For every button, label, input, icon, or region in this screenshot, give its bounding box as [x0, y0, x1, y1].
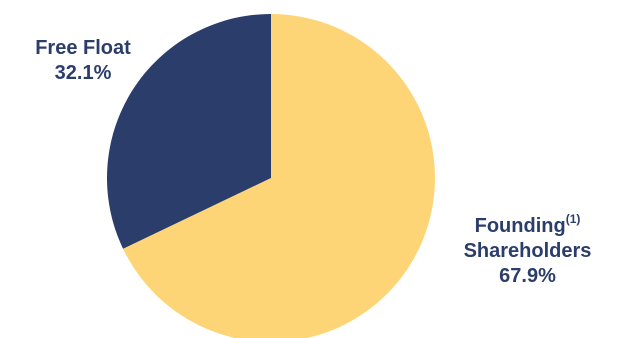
pie-slice-free-float — [106, 14, 272, 249]
label-founding-name-line2: Shareholders — [463, 240, 592, 262]
label-free-float: Free Float 32.1% — [8, 36, 158, 86]
label-free-float-value: 32.1% — [54, 62, 112, 84]
label-founding-value: 67.9% — [499, 265, 556, 287]
label-free-float-name: Free Float — [35, 37, 131, 59]
label-founding-name-line1: Founding(1) — [474, 212, 581, 237]
label-founding-shareholders: Founding(1) Shareholders 67.9% — [430, 212, 625, 289]
footnote-marker: (1) — [565, 212, 581, 226]
pie-slice-founding-shareholders — [123, 14, 435, 338]
